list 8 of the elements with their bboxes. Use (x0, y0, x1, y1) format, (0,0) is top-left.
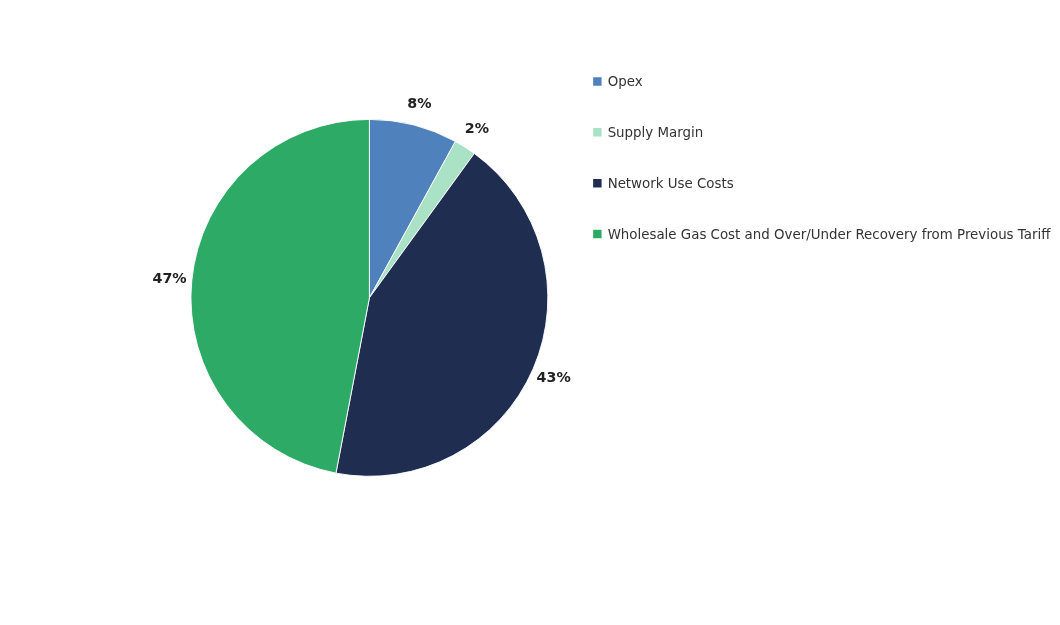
data-label: 47% (152, 270, 187, 287)
legend-label: Opex (607, 73, 643, 89)
legend-label: Supply Margin (607, 124, 704, 140)
data-label: 43% (536, 369, 571, 386)
data-label: 2% (464, 119, 490, 136)
data-label: 8% (407, 94, 432, 111)
legend-label: Wholesale Gas Cost and Over/Under Recovery from Previous Tariff (607, 226, 1052, 242)
legend-label: Network Use Costs (607, 175, 734, 191)
